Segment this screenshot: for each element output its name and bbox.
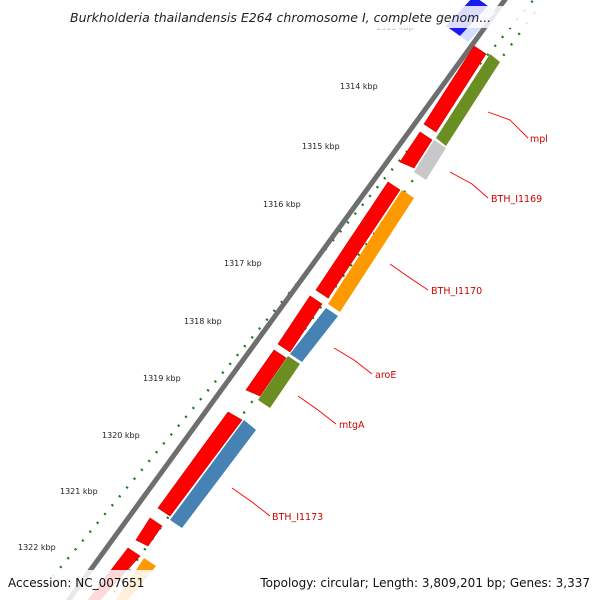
ruler-label: 1315 kbp <box>302 142 340 151</box>
ruler-label: 1321 kbp <box>60 487 98 496</box>
ruler-label: 1320 kbp <box>102 431 140 440</box>
leader-aroe <box>333 347 373 375</box>
red-gene-1 <box>423 45 487 133</box>
ruler-label: 1317 kbp <box>224 259 262 268</box>
red-gene-4 <box>277 295 323 353</box>
ruler-label: 1319 kbp <box>143 374 181 383</box>
genome-backbone <box>65 0 508 600</box>
ruler-label: 1322 kbp <box>18 543 56 552</box>
gene-label-bth-i1169[interactable]: BTH_I1169 <box>491 194 542 205</box>
gene-label-aroe[interactable]: aroE <box>375 370 396 381</box>
gene-label-bth-i1170[interactable]: BTH_I1170 <box>431 286 482 297</box>
leader-bth-i1170 <box>389 263 429 291</box>
footer-band <box>0 570 600 600</box>
ruler-label: 1316 kbp <box>263 200 301 209</box>
gene-label-mtga[interactable]: mtgA <box>339 420 365 431</box>
leader-lines <box>231 111 529 517</box>
gene-bth-i1169-bar <box>414 140 446 180</box>
ruler-label: 1318 kbp <box>184 317 222 326</box>
gene-label-mpl[interactable]: mpl <box>530 134 548 145</box>
gene-bth-i1170-bar <box>328 190 414 312</box>
map-title: Burkholderia thailandensis E264 chromoso… <box>70 10 491 25</box>
topology-text: Topology: circular; Length: 3,809,201 bp… <box>259 576 590 590</box>
gene-mpl-bar <box>436 54 500 146</box>
gene-labels: mpl BTH_I1169 BTH_I1170 aroE mtgA BTH_I1… <box>272 134 548 523</box>
red-gene-7 <box>135 517 163 547</box>
red-gene-3 <box>315 181 401 299</box>
leader-bth-i1169 <box>449 171 489 199</box>
red-gene-2 <box>399 131 433 169</box>
accession-text: Accession: NC_007651 <box>8 576 144 590</box>
title-band <box>60 6 540 28</box>
leader-bth-i1173 <box>231 487 271 517</box>
leader-mpl <box>487 111 529 139</box>
gene-bth-i1173-bar <box>170 420 256 528</box>
leader-mtga <box>297 395 337 425</box>
gene-mtga-bar <box>258 356 300 408</box>
red-gene-6 <box>157 411 243 517</box>
red-gene-5 <box>245 349 287 397</box>
gene-label-bth-i1173[interactable]: BTH_I1173 <box>272 512 323 523</box>
gene-aroe-bar <box>290 308 338 362</box>
ruler-label: 1314 kbp <box>340 82 378 91</box>
strand-gene-track <box>87 45 487 600</box>
